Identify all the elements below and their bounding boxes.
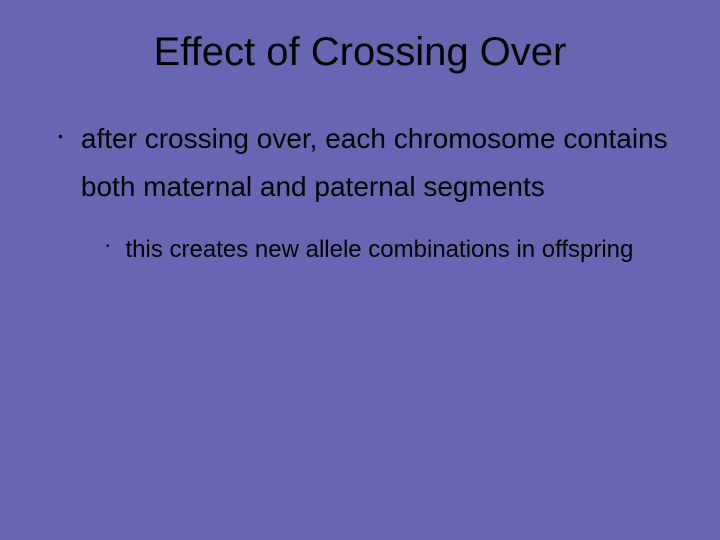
bullet-marker-icon: • <box>58 129 63 143</box>
bullet-level2: • this creates new allele combinations i… <box>106 228 670 272</box>
bullet-level1: • after crossing over, each chromosome c… <box>58 115 670 210</box>
bullet-marker-icon: • <box>106 242 110 252</box>
bullet-level2-text: this creates new allele combinations in … <box>126 228 634 272</box>
bullet-level1-text: after crossing over, each chromosome con… <box>81 115 670 210</box>
slide: Effect of Crossing Over • after crossing… <box>0 0 720 540</box>
slide-title: Effect of Crossing Over <box>50 30 670 75</box>
